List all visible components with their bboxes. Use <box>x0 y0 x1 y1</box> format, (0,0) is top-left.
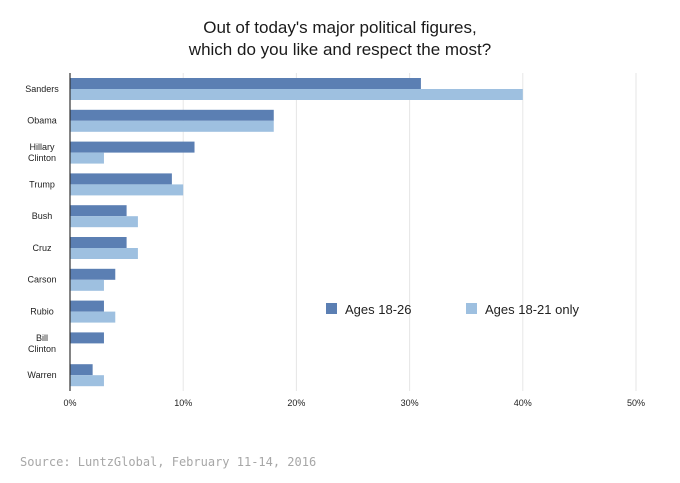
category-label-line: Hillary <box>29 142 55 152</box>
category-label-line: Rubio <box>30 307 54 317</box>
bar-ages-18-26 <box>70 268 116 280</box>
category-label: Sanders <box>25 84 59 94</box>
category-label-line: Obama <box>27 116 57 126</box>
category-label-line: Clinton <box>28 344 56 354</box>
legend-label: Ages 18-26 <box>345 302 412 317</box>
bar-ages-18-26 <box>70 364 93 376</box>
category-label-line: Cruz <box>32 243 52 253</box>
category-label: Obama <box>27 116 57 126</box>
x-tick-label: 40% <box>514 398 532 408</box>
category-label: Bill Clinton <box>28 333 56 354</box>
bar-ages-18-21-only <box>70 120 274 132</box>
x-tick-label: 20% <box>287 398 305 408</box>
x-tick-label: 50% <box>627 398 645 408</box>
category-label: Warren <box>27 370 56 380</box>
source-note: Source: LuntzGlobal, February 11-14, 201… <box>20 455 317 469</box>
x-tick-label: 10% <box>174 398 192 408</box>
category-label: Rubio <box>30 307 54 317</box>
chart-title-line-2: which do you like and respect the most? <box>188 40 492 59</box>
bar-ages-18-26 <box>70 78 421 89</box>
category-label-line: Bush <box>32 211 53 221</box>
category-label-line: Trump <box>29 179 55 189</box>
bar-ages-18-21-only <box>70 216 138 228</box>
category-label: Hillary Clinton <box>28 142 56 163</box>
bar-ages-18-26 <box>70 332 104 344</box>
bar-ages-18-21-only <box>70 375 104 387</box>
category-label: Bush <box>32 211 53 221</box>
legend-label: Ages 18-21 only <box>485 302 579 317</box>
legend-swatch-ages-18-21-only <box>466 303 477 314</box>
bar-ages-18-21-only <box>70 248 138 259</box>
chart-title: Out of today's major political figures, … <box>0 17 680 61</box>
chart-title-line-1: Out of today's major political figures, <box>203 18 477 37</box>
category-label: Trump <box>29 179 55 189</box>
bar-ages-18-21-only <box>70 279 104 291</box>
category-label: Cruz <box>32 243 52 253</box>
bar-ages-18-26 <box>70 173 172 185</box>
bar-ages-18-21-only <box>70 152 104 164</box>
bar-ages-18-26 <box>70 205 127 217</box>
bar-ages-18-21-only <box>70 311 116 323</box>
x-tick-label: 30% <box>401 398 419 408</box>
bar-ages-18-21-only <box>70 89 523 100</box>
category-label: Carson <box>27 275 56 285</box>
category-label-line: Carson <box>27 275 56 285</box>
bar-ages-18-21-only <box>70 184 184 196</box>
bar-ages-18-26 <box>70 141 195 153</box>
legend-swatch-ages-18-26 <box>326 303 337 314</box>
x-tick-label: 0% <box>63 398 76 408</box>
category-label-line: Sanders <box>25 84 59 94</box>
category-label-line: Bill <box>36 333 48 343</box>
bar-ages-18-26 <box>70 109 274 121</box>
bar-ages-18-26 <box>70 300 104 312</box>
bar-ages-18-26 <box>70 237 127 248</box>
category-label-line: Warren <box>27 370 56 380</box>
category-label-line: Clinton <box>28 153 56 163</box>
